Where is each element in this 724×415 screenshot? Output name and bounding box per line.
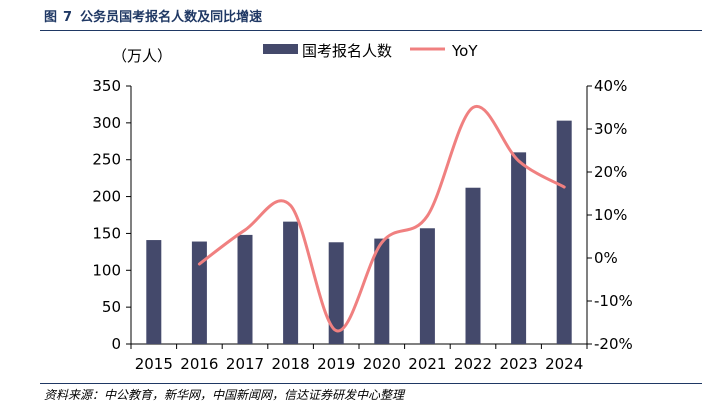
bar <box>328 242 344 344</box>
figure-label: 图 <box>44 10 58 25</box>
y2-tick-label: 0% <box>594 249 618 267</box>
title-divider <box>40 30 702 31</box>
bar-series <box>146 120 572 344</box>
y2-tick-label: 30% <box>594 120 627 138</box>
y-tick-label: 250 <box>92 151 121 169</box>
y-tick-label: 200 <box>92 188 121 206</box>
x-tick-label: 2021 <box>408 355 446 373</box>
y-tick-label: 0 <box>111 335 121 353</box>
legend-swatch-bar <box>263 44 298 54</box>
bar <box>511 152 527 344</box>
bar <box>191 241 207 344</box>
x-tick-label: 2020 <box>363 355 401 373</box>
y-tick-label: 100 <box>92 261 121 279</box>
x-tick-label: 2023 <box>500 355 538 373</box>
x-tick-label: 2019 <box>317 355 355 373</box>
line-series <box>197 104 566 333</box>
bar <box>237 234 253 344</box>
figure-number: 7 <box>63 10 73 25</box>
x-tick-label: 2018 <box>272 355 310 373</box>
y-axis-unit: （万人） <box>112 47 172 65</box>
x-tick-label: 2022 <box>454 355 492 373</box>
source-divider <box>40 383 702 384</box>
legend: 国考报名人数 YoY <box>263 42 478 60</box>
y2-tick-label: 40% <box>594 77 627 95</box>
bar <box>556 120 572 344</box>
y2-tick-label: -10% <box>594 292 633 310</box>
x-tick-label: 2024 <box>545 355 583 373</box>
bar <box>146 240 162 344</box>
bar <box>374 238 390 344</box>
y-tick-label: 50 <box>102 298 121 316</box>
figure-title: 图 7 公务员国考报名人数及同比增速 <box>44 6 262 25</box>
legend-label-line: YoY <box>451 42 478 60</box>
y-tick-label: 300 <box>92 114 121 132</box>
figure-title-text: 公务员国考报名人数及同比增速 <box>80 10 263 25</box>
yoy-line <box>197 104 566 333</box>
x-tick-label: 2017 <box>226 355 264 373</box>
y-tick-label: 350 <box>92 77 121 95</box>
source-note: 资料来源：中公教育，新华网，中国新闻网，信达证券研发中心整理 <box>44 388 405 402</box>
bar <box>419 228 435 344</box>
y-tick-label: 150 <box>92 224 121 242</box>
bar <box>283 221 299 344</box>
x-tick-label: 2015 <box>135 355 173 373</box>
y2-tick-label: 20% <box>594 163 627 181</box>
y2-tick-label: 10% <box>594 206 627 224</box>
axes: 0 50 100 150 200 250 300 350 -20% -10% 0% 10% 20% 30%… <box>92 77 632 373</box>
y2-tick-label: -20% <box>594 335 633 353</box>
legend-label-bar: 国考报名人数 <box>302 42 392 60</box>
bar <box>465 187 481 344</box>
x-tick-label: 2016 <box>180 355 218 373</box>
